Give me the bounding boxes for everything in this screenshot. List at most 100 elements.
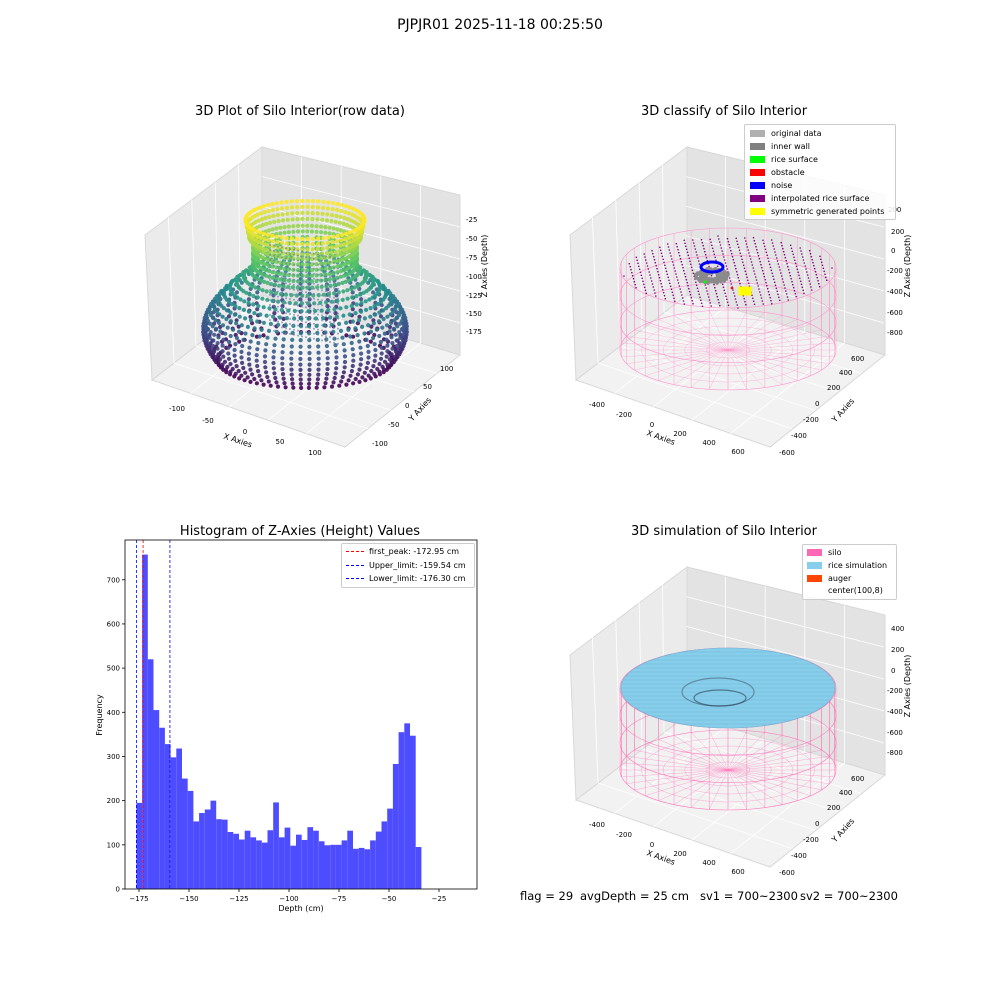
sv1-readout: sv1 = 700~2300 — [700, 889, 798, 903]
histogram-bar — [381, 821, 388, 889]
legend-label: inner wall — [771, 142, 811, 151]
histogram-bar — [398, 732, 405, 889]
panel4-legend-item: auger — [807, 573, 851, 585]
legend-label: Upper_limit: -159.54 cm — [369, 560, 466, 570]
p4-ylabel: Y Axies — [829, 817, 856, 845]
histogram-bar — [261, 842, 268, 889]
p2-xtick-3: 200 — [673, 430, 686, 438]
p4-ytick-1: -400 — [791, 852, 807, 860]
panel4-legend-item: rice simulation — [807, 560, 887, 572]
p1-ztick-5: -150 — [466, 310, 482, 318]
p2-xtick-5: 600 — [731, 448, 744, 456]
legend-swatch — [807, 561, 822, 569]
legend-line-swatch — [346, 551, 364, 552]
p2-ztick-0b: 200 — [891, 228, 904, 236]
histogram-bar — [199, 813, 205, 889]
p2-ztick-1: 0 — [891, 247, 895, 255]
p1-ylabel: Y Axies — [406, 396, 433, 424]
legend-label: auger — [828, 573, 852, 583]
histogram-bar — [159, 727, 165, 889]
p1-xtick-3: 50 — [276, 438, 285, 446]
panel3-frame — [124, 539, 478, 890]
histogram-bar — [193, 821, 200, 889]
histogram-bar — [375, 831, 382, 889]
p1-xtick-2: 0 — [243, 428, 247, 436]
p2-ztick-2: -200 — [887, 267, 903, 275]
p2-ytick-0: -600 — [779, 449, 795, 457]
histogram-bar — [227, 832, 234, 889]
p2-ylabel: Y Axies — [829, 397, 856, 425]
legend-label: center(100,8) — [828, 586, 883, 596]
panel3-bars — [136, 554, 422, 889]
histogram-bar — [341, 840, 348, 889]
p1-ytick-3: 50 — [423, 383, 432, 391]
p2-xtick-0: -400 — [589, 401, 605, 409]
p3-ylabel: Frequency — [95, 694, 104, 736]
panel1-z-ticks: -25 -50 -75 -100 -125 -150 -175 — [466, 216, 482, 336]
x-tick-label: −75 — [332, 895, 347, 903]
x-tick-label: −50 — [382, 895, 397, 903]
avg-depth-readout: avgDepth = 25 cm — [580, 889, 689, 903]
p2-ytick-6: 600 — [851, 355, 864, 363]
p2-xtick-4: 400 — [702, 439, 715, 447]
panel2-legend-item: rice surface — [750, 154, 818, 166]
p4-ztick-3: -200 — [887, 687, 903, 695]
p4-ztick-0: 400 — [891, 625, 904, 633]
histogram-bar — [324, 845, 331, 889]
y-tick-label: 200 — [107, 797, 120, 805]
p4-ytick-6: 600 — [851, 775, 864, 783]
flag-readout: flag = 29 — [520, 889, 574, 903]
panel2-legend-item: noise — [750, 180, 792, 192]
histogram-bar — [204, 809, 211, 889]
x-tick-label: −100 — [279, 895, 298, 903]
y-tick-label: 700 — [107, 576, 120, 584]
p1-ztick-1: -50 — [466, 235, 477, 243]
p2-ztick-4: -600 — [887, 309, 903, 317]
p4-ztick-1: 200 — [891, 646, 904, 654]
x-tick-label: −125 — [229, 895, 248, 903]
histogram-bar — [278, 837, 285, 889]
histogram-bar — [182, 778, 188, 889]
p1-ytick-1: -50 — [388, 421, 399, 429]
panel3-vlines — [135, 540, 171, 889]
p1-zlabel: Z Axies (Depth) — [480, 235, 489, 298]
p4-ytick-0: -600 — [779, 869, 795, 877]
panel2-silo-wireframe — [619, 227, 837, 391]
histogram-bar — [296, 834, 302, 889]
legend-swatch — [750, 143, 765, 150]
panel4-legend: silo rice simulation auger center(100,8) — [802, 544, 897, 600]
histogram-bar — [273, 802, 279, 889]
p2-zlabel: Z Axies (Depth) — [903, 235, 912, 298]
p1-ytick-4: 100 — [440, 365, 453, 373]
legend-swatch — [750, 130, 765, 137]
p4-ztick-5: -600 — [887, 729, 903, 737]
sv2-readout: sv2 = 700~2300 — [800, 889, 898, 903]
p2-xtick-2: 0 — [650, 421, 654, 429]
p4-zlabel: Z Axies (Depth) — [903, 655, 912, 718]
histogram-bar — [404, 723, 410, 889]
legend-label: noise — [771, 181, 793, 190]
x-tick-label: −150 — [179, 895, 198, 903]
histogram-bar — [187, 790, 194, 889]
p2-xlabel: X Axies — [645, 428, 676, 447]
p4-ytick-5: 400 — [839, 789, 852, 797]
p4-xtick-2: 0 — [650, 841, 654, 849]
histogram-bar — [136, 802, 143, 889]
panel1-points — [201, 198, 409, 390]
p4-xtick-0: -400 — [589, 821, 605, 829]
p1-ztick-0: -25 — [466, 216, 477, 224]
y-tick-label: 600 — [107, 620, 120, 628]
p1-ztick-4: -125 — [466, 292, 482, 300]
panel2-points — [623, 235, 833, 309]
panel4-silo-wireframe — [619, 647, 837, 811]
p3-xlabel: Depth (cm) — [278, 904, 323, 913]
legend-swatch — [750, 169, 765, 176]
panel3-legend: first_peak: -172.95 cm Upper_limit: -159.… — [341, 543, 475, 588]
panel3-x-ticks: −175 −150 −125 −100 −75 −50 −25 — [129, 889, 446, 903]
panel2-legend-item: interpolated rice surface — [750, 193, 869, 205]
histogram-bar — [364, 849, 371, 889]
legend-line-swatch — [346, 564, 364, 566]
p4-ztick-6: -800 — [887, 749, 903, 757]
p2-ytick-4: 200 — [827, 384, 840, 392]
histogram-bar — [358, 847, 365, 889]
